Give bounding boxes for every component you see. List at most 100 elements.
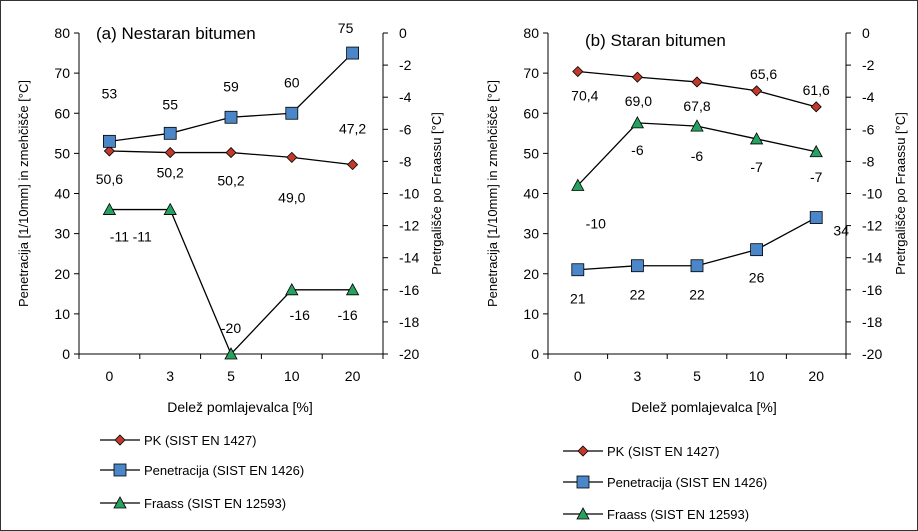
data-point-diamond xyxy=(691,76,703,88)
x-tick-label: 20 xyxy=(345,368,361,384)
data-point-square xyxy=(631,259,644,273)
x-axis-title: Delež pomlajevalca [%] xyxy=(167,399,313,415)
data-label: -10 xyxy=(586,215,606,231)
data-label: 22 xyxy=(689,287,705,303)
y-tick-label: 20 xyxy=(54,266,70,282)
legend-entry: Fraass (SIST EN 12593) xyxy=(144,496,286,511)
data-label: 21 xyxy=(570,291,586,307)
data-label: 55 xyxy=(162,96,178,112)
x-tick-label: 0 xyxy=(106,368,114,384)
legend-entry: Penetracija (SIST EN 1426) xyxy=(607,475,767,490)
y2-tick-label: -16 xyxy=(399,282,419,298)
data-point-triangle xyxy=(102,202,117,215)
legend-marker-triangle xyxy=(576,507,590,520)
data-point-triangle xyxy=(224,347,238,360)
data-label: 47,2 xyxy=(339,121,366,137)
y2-tick-label: -8 xyxy=(399,153,412,169)
data-point-diamond xyxy=(347,159,359,171)
data-label: 50,2 xyxy=(217,173,244,189)
y2-tick-label: -20 xyxy=(862,346,882,362)
y-tick-label: 80 xyxy=(54,25,70,41)
y-tick-label: 10 xyxy=(523,306,539,322)
x-tick-label: 5 xyxy=(227,368,235,384)
y-tick-label: 70 xyxy=(54,65,70,81)
y-tick-label: 50 xyxy=(523,145,539,161)
data-label: 70,4 xyxy=(571,88,598,104)
y2-tick-label: -12 xyxy=(399,218,419,234)
y-tick-label: 60 xyxy=(523,105,539,121)
data-label: -6 xyxy=(631,142,644,158)
y-tick-label: 60 xyxy=(54,105,70,121)
x-tick-label: 20 xyxy=(808,368,824,384)
legend-entry: Penetracija (SIST EN 1426) xyxy=(144,463,304,478)
data-point-square xyxy=(690,259,704,273)
y-axis-title: Penetracija [1/10mm] in zmehčišče [°C] xyxy=(485,80,500,307)
legend-marker-triangle xyxy=(113,496,127,509)
y-tick-label: 70 xyxy=(523,65,539,81)
data-label: 69,0 xyxy=(625,93,652,109)
y2-tick-label: -2 xyxy=(399,57,412,73)
y2-tick-label: 0 xyxy=(399,25,407,41)
y2-tick-label: -2 xyxy=(862,57,875,73)
y2-tick-label: -4 xyxy=(399,89,412,105)
y2-tick-label: -10 xyxy=(399,186,419,202)
y-tick-label: 0 xyxy=(62,346,70,362)
y-tick-label: 40 xyxy=(523,186,539,202)
data-label: -16 xyxy=(337,307,357,323)
legend-marker-square xyxy=(576,475,590,489)
data-label: 50,6 xyxy=(96,171,123,187)
data-label: 75 xyxy=(338,20,354,36)
y2-tick-label: -16 xyxy=(862,282,882,298)
y2-tick-label: -10 xyxy=(862,186,882,202)
y-tick-label: 50 xyxy=(54,145,70,161)
data-label: 49,0 xyxy=(278,189,305,205)
series-line-square xyxy=(109,52,354,142)
x-tick-label: 3 xyxy=(634,368,642,384)
x-tick-label: 10 xyxy=(284,368,300,384)
x-axis-title: Delež pomlajevalca [%] xyxy=(631,399,777,415)
data-label: -6 xyxy=(691,148,704,164)
chart-title: (a) Nestaran bitumen xyxy=(96,24,256,43)
data-point-square xyxy=(224,110,238,124)
x-tick-label: 5 xyxy=(693,368,701,384)
data-point-triangle xyxy=(749,132,764,145)
data-point-square xyxy=(809,211,823,224)
y2-tick-label: -14 xyxy=(862,250,882,266)
legend-marker-square xyxy=(113,463,127,477)
y-tick-label: 20 xyxy=(523,266,539,282)
legend-marker-diamond xyxy=(114,434,126,446)
data-label: 50,2 xyxy=(157,165,184,181)
x-tick-label: 10 xyxy=(749,368,765,384)
data-point-triangle xyxy=(285,282,299,296)
data-point-square xyxy=(750,243,763,257)
data-label: 53 xyxy=(102,85,118,101)
data-point-triangle xyxy=(630,116,645,129)
y2-axis-title: Pretrgališče po Fraassu [°C] xyxy=(429,112,444,275)
y2-tick-label: -6 xyxy=(862,121,875,137)
y2-tick-label: -4 xyxy=(862,89,875,105)
data-point-triangle xyxy=(809,144,823,158)
y2-tick-label: -12 xyxy=(862,218,882,234)
chart-title: (b) Staran bitumen xyxy=(585,31,726,50)
legend-entry: Fraass (SIST EN 12593) xyxy=(607,507,749,522)
data-label: -11 xyxy=(133,229,152,245)
data-point-square xyxy=(163,126,177,140)
legend-entry: PK (SIST EN 1427) xyxy=(607,444,719,459)
data-label: 60 xyxy=(284,74,300,90)
data-label: 34 xyxy=(833,223,849,239)
y2-tick-label: -18 xyxy=(862,314,882,330)
y-tick-label: 30 xyxy=(523,226,539,242)
data-label: 22 xyxy=(630,287,646,303)
y2-tick-label: 0 xyxy=(862,25,870,41)
data-label: 26 xyxy=(749,270,765,286)
y2-tick-label: -8 xyxy=(862,153,875,169)
y2-axis-title: Pretrgališče po Fraassu [°C] xyxy=(893,112,908,275)
data-point-square xyxy=(103,134,116,148)
y2-tick-label: -14 xyxy=(399,250,419,266)
x-tick-label: 3 xyxy=(166,368,174,384)
data-point-diamond xyxy=(572,65,584,78)
data-point-diamond xyxy=(810,101,822,113)
